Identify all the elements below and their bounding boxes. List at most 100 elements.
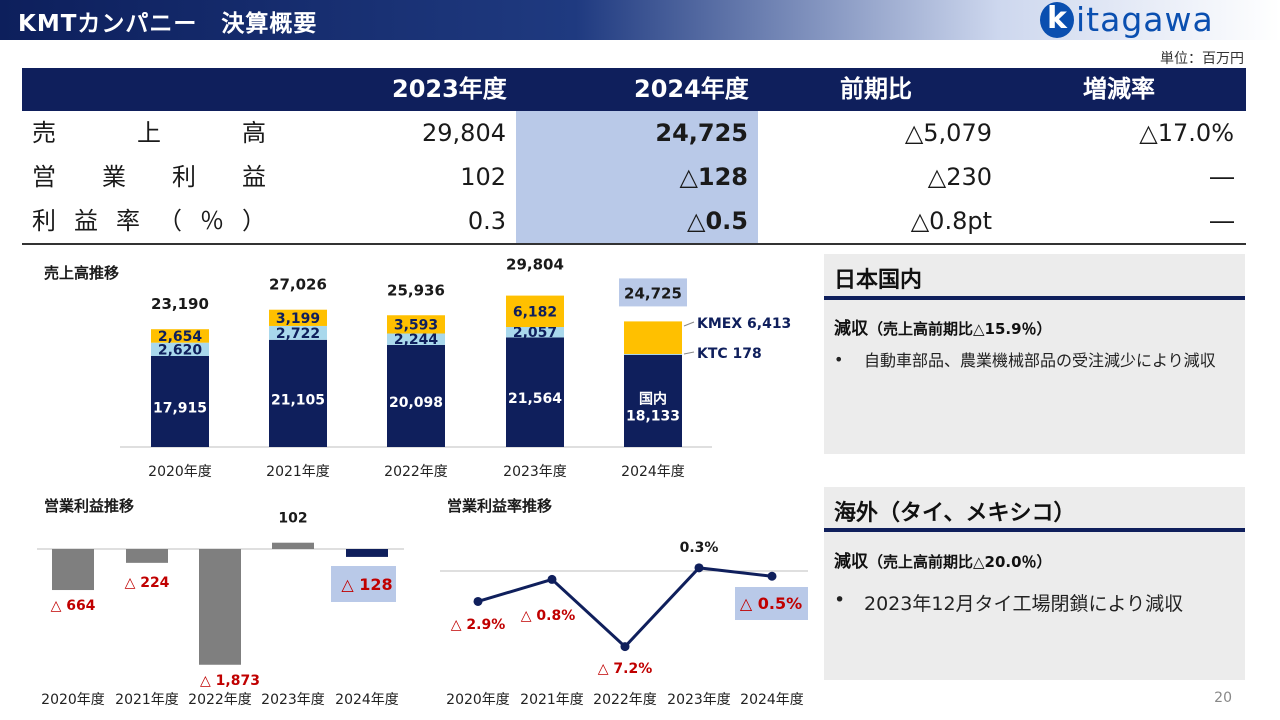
page-title: KMTカンパニー 決算概要 [18,11,318,37]
bar-value-label: 3,593 [394,317,438,333]
bar-国内 [269,339,327,447]
rate-chart-title: 営業利益率推移 [447,497,553,515]
label-char: 利 [172,163,196,191]
bar-国内 [506,337,564,447]
bar-国内 [151,355,209,447]
op-bar [52,549,94,591]
annotation-kmex: KMEX 6,413 [697,316,791,332]
x-tick-label: 2021年度 [266,464,330,480]
bar-KMEX [151,329,209,343]
label-char: 営 [32,163,56,191]
panel-sub-main: 減収 [834,319,868,339]
cell-2023: 102 [460,163,506,191]
col-2023: 2023年度 [392,75,507,103]
op-bar [199,549,241,665]
bar-value-label: 21,564 [508,391,562,407]
cell-2023: 29,804 [422,119,506,147]
panel-bullet: • 2023年12月タイ工場閉鎖により減収 [834,589,1234,616]
bullet-dot: • [834,350,844,369]
margin-point [620,642,630,652]
panel-title: 日本国内 [834,268,923,293]
bar-value-label: 2,057 [513,325,557,341]
rate-highlight-box [735,587,808,620]
bar-value-label: 2,722 [276,326,320,342]
x-tick-label: 2023年度 [261,692,325,708]
op-highlight-box [331,566,396,602]
bullet-text: 自動車部品、農業機械部品の受注減少により減収 [864,351,1216,370]
bar-KTC [269,325,327,340]
total-label: 29,804 [506,256,564,274]
bar-国内 [624,354,682,447]
cell-2024: 24,725 [655,119,748,147]
table-row-sales: 売 上 高 29,804 24,725 △5,079 △17.0% [22,111,1246,155]
kitagawa-logo: k itagawa [1040,0,1240,40]
panel-rule [824,296,1245,300]
unit-label: 単位：百万円 [1160,51,1244,67]
logo-k-icon: k [1040,2,1074,38]
table-header: 2023年度 2024年度 前期比 増減率 [22,68,1246,111]
cell-yoy: △5,079 [904,119,992,147]
bar-KTC [387,333,445,345]
cell-2024: △0.5 [687,207,748,235]
panel-rule [824,528,1245,532]
x-tick-label: 2020年度 [446,692,510,708]
margin-point [473,596,483,606]
x-tick-label: 2020年度 [41,692,105,708]
margin-point [694,563,704,573]
op-value-label: △ 224 [125,575,170,591]
cell-rate: ― [1210,207,1234,235]
panel-title: 海外（タイ、メキシコ） [834,501,1076,526]
total-label: 24,725 [624,284,682,302]
total-highlight-box [619,278,687,307]
op-chart-title: 営業利益推移 [44,497,135,515]
bar-KTC [506,327,564,338]
margin-value-label: △ 7.2% [598,661,652,677]
annotation-leader [683,351,695,355]
col-yoy: 前期比 [840,75,912,103]
row-label: 売 上 高 [32,111,266,155]
label-char: ） [242,207,266,235]
cell-rate: △17.0% [1139,119,1234,147]
op-value-label: 102 [278,511,307,527]
margin-value-label: △ 2.9% [451,617,505,633]
bar-KMEX [506,295,564,328]
label-char: 売 [32,119,56,147]
x-tick-label: 2024年度 [335,692,399,708]
panel-overseas: 海外（タイ、メキシコ） 減収（売上高前期比△20.0％） • 2023年12月タ… [824,487,1245,680]
bar-value-label: 18,133 [626,408,680,424]
x-tick-label: 2021年度 [115,692,179,708]
op-value-label: △ 1,873 [200,673,260,689]
x-tick-label: 2021年度 [520,692,584,708]
row-label: 利 益 率 （ ％ ） [32,199,266,243]
x-tick-label: 2020年度 [148,464,212,480]
label-char: 益 [242,163,266,191]
table-bottom-rule [22,243,1246,245]
annotation-ktc: KTC 178 [697,346,762,362]
bar-KTC [151,342,209,356]
bar-value-label: 20,098 [389,395,443,411]
margin-point [547,574,557,584]
bar-value-label: 2,654 [158,329,203,345]
margin-value-label: △ 0.8% [521,608,575,624]
col-2024: 2024年度 [634,75,749,103]
panel-sub-detail: （売上高前期比△20.0％） [868,553,1052,571]
panel-domestic: 日本国内 減収（売上高前期比△15.9％） • 自動車部品、農業機械部品の受注減… [824,254,1245,454]
panel-subtitle: 減収（売上高前期比△15.9％） [834,314,1052,339]
bar-KMEX [269,309,327,326]
col-rate: 増減率 [1083,75,1155,103]
table-row-op-profit: 営 業 利 益 102 △128 △230 ― [22,155,1246,199]
panel-subtitle: 減収（売上高前期比△20.0％） [834,547,1052,572]
table-row-margin: 利 益 率 （ ％ ） 0.3 △0.5 △0.8pt ― [22,199,1246,243]
label-char: 高 [242,119,266,147]
x-tick-label: 2022年度 [593,692,657,708]
cell-rate: ― [1210,163,1234,191]
bar-value-label: 21,105 [271,392,325,408]
panel-sub-main: 減収 [834,552,868,572]
op-value-label: △ 128 [341,575,392,594]
x-tick-label: 2023年度 [667,692,731,708]
panel-sub-detail: （売上高前期比△15.9％） [868,320,1052,338]
page-number: 20 [1214,690,1232,706]
label-char: 益 [74,207,98,235]
x-tick-label: 2022年度 [188,692,252,708]
